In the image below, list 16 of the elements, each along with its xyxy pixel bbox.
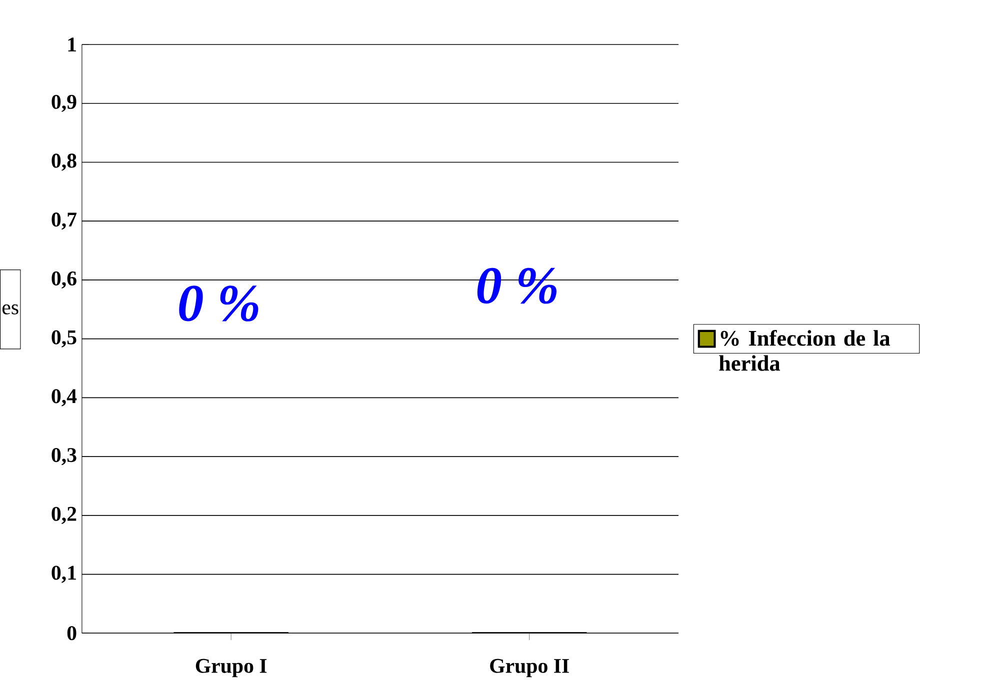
x-tick-label: Grupo II xyxy=(490,658,569,677)
y-tick-label: 0,5 xyxy=(52,330,76,348)
y-tick-label: 0,8 xyxy=(52,153,76,171)
annotation: 0 % xyxy=(179,285,258,322)
legend-label: % Infeccion de la herida xyxy=(719,330,890,371)
y-tick-label: 0,1 xyxy=(52,566,76,583)
y-tick-label: 0,6 xyxy=(52,271,76,288)
y-tick-label: 0,4 xyxy=(52,388,77,406)
y-axis-title: es xyxy=(2,304,18,314)
y-tick-label: 0,9 xyxy=(52,94,76,112)
y-tick-label: 0 xyxy=(67,626,76,640)
y-tick-label: 0,7 xyxy=(52,212,77,230)
x-tick-label: Grupo I xyxy=(196,658,267,677)
y-tick-label: 0,3 xyxy=(52,448,76,465)
y-tick-label: 0,2 xyxy=(52,506,76,524)
y-tick-label: 1 xyxy=(68,37,76,52)
